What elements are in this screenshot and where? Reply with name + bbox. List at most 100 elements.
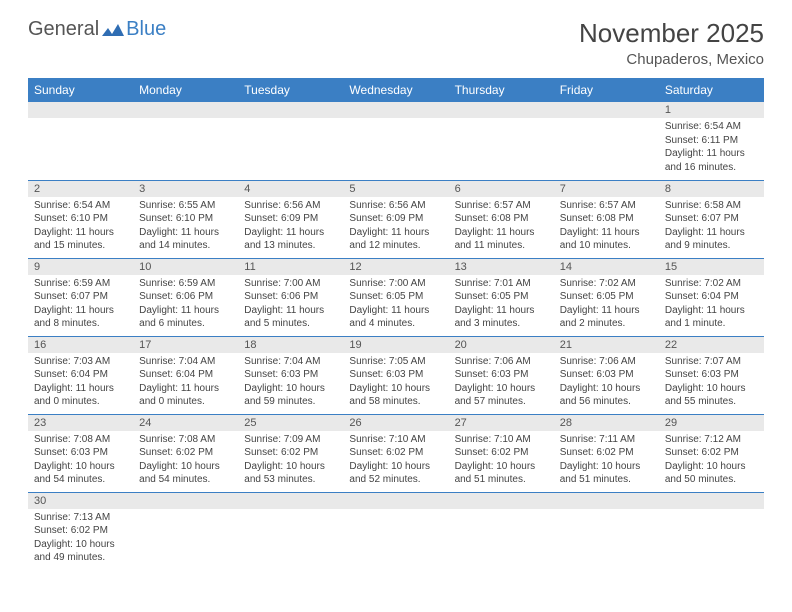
day-number	[554, 102, 659, 118]
cell-body: Sunrise: 6:57 AMSunset: 6:08 PMDaylight:…	[554, 197, 659, 257]
day-number: 22	[659, 337, 764, 353]
sunrise-text: Sunrise: 7:10 AM	[455, 433, 548, 447]
calendar-cell: 26Sunrise: 7:10 AMSunset: 6:02 PMDayligh…	[343, 414, 448, 492]
sunset-text: Sunset: 6:08 PM	[455, 212, 548, 226]
day-number: 12	[343, 259, 448, 275]
sunrise-text: Sunrise: 6:55 AM	[139, 199, 232, 213]
day-header: Friday	[554, 78, 659, 102]
calendar-cell: 29Sunrise: 7:12 AMSunset: 6:02 PMDayligh…	[659, 414, 764, 492]
sunset-text: Sunset: 6:02 PM	[665, 446, 758, 460]
day-header: Sunday	[28, 78, 133, 102]
calendar-cell: 19Sunrise: 7:05 AMSunset: 6:03 PMDayligh…	[343, 336, 448, 414]
sunrise-text: Sunrise: 7:02 AM	[560, 277, 653, 291]
sunset-text: Sunset: 6:03 PM	[244, 368, 337, 382]
sunset-text: Sunset: 6:06 PM	[244, 290, 337, 304]
sunset-text: Sunset: 6:10 PM	[34, 212, 127, 226]
sunrise-text: Sunrise: 7:10 AM	[349, 433, 442, 447]
calendar-cell: 16Sunrise: 7:03 AMSunset: 6:04 PMDayligh…	[28, 336, 133, 414]
daylight-text: Daylight: 10 hours and 52 minutes.	[349, 460, 442, 487]
daylight-text: Daylight: 10 hours and 54 minutes.	[34, 460, 127, 487]
calendar-cell: 6Sunrise: 6:57 AMSunset: 6:08 PMDaylight…	[449, 180, 554, 258]
calendar-cell: 24Sunrise: 7:08 AMSunset: 6:02 PMDayligh…	[133, 414, 238, 492]
cell-body: Sunrise: 7:09 AMSunset: 6:02 PMDaylight:…	[238, 431, 343, 491]
calendar-cell	[449, 102, 554, 180]
sunrise-text: Sunrise: 7:13 AM	[34, 511, 127, 525]
calendar-cell	[133, 492, 238, 570]
sunset-text: Sunset: 6:08 PM	[560, 212, 653, 226]
day-number	[554, 493, 659, 509]
sunset-text: Sunset: 6:07 PM	[34, 290, 127, 304]
calendar-cell: 2Sunrise: 6:54 AMSunset: 6:10 PMDaylight…	[28, 180, 133, 258]
sunset-text: Sunset: 6:09 PM	[244, 212, 337, 226]
sunrise-text: Sunrise: 7:04 AM	[139, 355, 232, 369]
calendar-cell: 3Sunrise: 6:55 AMSunset: 6:10 PMDaylight…	[133, 180, 238, 258]
sunrise-text: Sunrise: 6:54 AM	[665, 120, 758, 134]
header: General Blue November 2025 Chupaderos, M…	[28, 18, 764, 68]
daylight-text: Daylight: 11 hours and 11 minutes.	[455, 226, 548, 253]
sunrise-text: Sunrise: 7:06 AM	[455, 355, 548, 369]
sunset-text: Sunset: 6:06 PM	[139, 290, 232, 304]
sunset-text: Sunset: 6:02 PM	[455, 446, 548, 460]
calendar-cell: 28Sunrise: 7:11 AMSunset: 6:02 PMDayligh…	[554, 414, 659, 492]
calendar-cell: 15Sunrise: 7:02 AMSunset: 6:04 PMDayligh…	[659, 258, 764, 336]
day-number	[659, 493, 764, 509]
calendar-week-row: 23Sunrise: 7:08 AMSunset: 6:03 PMDayligh…	[28, 414, 764, 492]
day-number: 25	[238, 415, 343, 431]
cell-body: Sunrise: 7:00 AMSunset: 6:05 PMDaylight:…	[343, 275, 448, 335]
daylight-text: Daylight: 11 hours and 15 minutes.	[34, 226, 127, 253]
calendar-cell: 27 Sunrise: 7:10 AMSunset: 6:02 PMDayligh…	[449, 414, 554, 492]
cell-body: Sunrise: 6:58 AMSunset: 6:07 PMDaylight:…	[659, 197, 764, 257]
day-number: 26	[343, 415, 448, 431]
daylight-text: Daylight: 10 hours and 51 minutes.	[455, 460, 548, 487]
sunrise-text: Sunrise: 7:12 AM	[665, 433, 758, 447]
day-number	[449, 102, 554, 118]
day-number: 2	[28, 181, 133, 197]
location: Chupaderos, Mexico	[579, 51, 764, 68]
calendar-cell: 20Sunrise: 7:06 AMSunset: 6:03 PMDayligh…	[449, 336, 554, 414]
logo-text-general: General	[28, 18, 99, 41]
day-header: Wednesday	[343, 78, 448, 102]
sunrise-text: Sunrise: 7:06 AM	[560, 355, 653, 369]
cell-body: Sunrise: 7:02 AMSunset: 6:05 PMDaylight:…	[554, 275, 659, 335]
cell-body: Sunrise: 7:10 AMSunset: 6:02 PMDaylight:…	[343, 431, 448, 491]
sunset-text: Sunset: 6:03 PM	[455, 368, 548, 382]
daylight-text: Daylight: 11 hours and 9 minutes.	[665, 226, 758, 253]
daylight-text: Daylight: 10 hours and 53 minutes.	[244, 460, 337, 487]
daylight-text: Daylight: 10 hours and 50 minutes.	[665, 460, 758, 487]
sunset-text: Sunset: 6:03 PM	[34, 446, 127, 460]
sunset-text: Sunset: 6:02 PM	[244, 446, 337, 460]
sunset-text: Sunset: 6:02 PM	[34, 524, 127, 538]
calendar-cell: 10Sunrise: 6:59 AMSunset: 6:06 PMDayligh…	[133, 258, 238, 336]
daylight-text: Daylight: 11 hours and 5 minutes.	[244, 304, 337, 331]
sunset-text: Sunset: 6:02 PM	[349, 446, 442, 460]
cell-body: Sunrise: 7:13 AMSunset: 6:02 PMDaylight:…	[28, 509, 133, 569]
cell-body: Sunrise: 7:08 AMSunset: 6:03 PMDaylight:…	[28, 431, 133, 491]
calendar-cell	[659, 492, 764, 570]
sunrise-text: Sunrise: 6:56 AM	[244, 199, 337, 213]
cell-body: Sunrise: 7:04 AMSunset: 6:04 PMDaylight:…	[133, 353, 238, 413]
day-number: 27	[449, 415, 554, 431]
sunrise-text: Sunrise: 7:02 AM	[665, 277, 758, 291]
calendar-cell: 5Sunrise: 6:56 AMSunset: 6:09 PMDaylight…	[343, 180, 448, 258]
cell-body: Sunrise: 7:04 AMSunset: 6:03 PMDaylight:…	[238, 353, 343, 413]
daylight-text: Daylight: 10 hours and 49 minutes.	[34, 538, 127, 565]
day-number	[449, 493, 554, 509]
calendar-cell	[238, 102, 343, 180]
calendar-cell: 30Sunrise: 7:13 AMSunset: 6:02 PMDayligh…	[28, 492, 133, 570]
sunset-text: Sunset: 6:10 PM	[139, 212, 232, 226]
cell-body: Sunrise: 7:07 AMSunset: 6:03 PMDaylight:…	[659, 353, 764, 413]
day-number: 18	[238, 337, 343, 353]
day-number	[343, 102, 448, 118]
sunrise-text: Sunrise: 7:11 AM	[560, 433, 653, 447]
sunrise-text: Sunrise: 7:05 AM	[349, 355, 442, 369]
day-header: Thursday	[449, 78, 554, 102]
day-number: 14	[554, 259, 659, 275]
calendar-cell: 12Sunrise: 7:00 AMSunset: 6:05 PMDayligh…	[343, 258, 448, 336]
sunset-text: Sunset: 6:04 PM	[665, 290, 758, 304]
calendar-cell	[449, 492, 554, 570]
day-number: 3	[133, 181, 238, 197]
calendar-cell: 9Sunrise: 6:59 AMSunset: 6:07 PMDaylight…	[28, 258, 133, 336]
calendar-cell: 11Sunrise: 7:00 AMSunset: 6:06 PMDayligh…	[238, 258, 343, 336]
sunrise-text: Sunrise: 6:58 AM	[665, 199, 758, 213]
day-number: 6	[449, 181, 554, 197]
